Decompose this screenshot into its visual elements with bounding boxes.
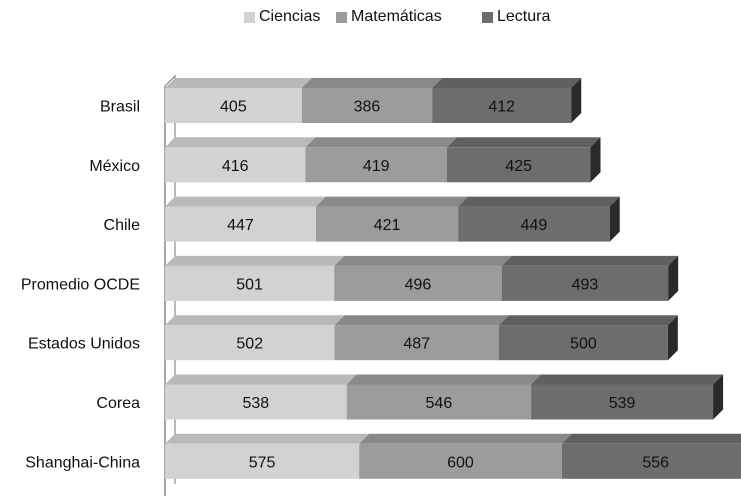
bar-segment [165, 88, 302, 123]
bar-top-face [165, 315, 345, 326]
bar-segment [359, 443, 562, 479]
data-label: 493 [572, 276, 599, 293]
data-label: 405 [220, 99, 247, 116]
data-label: 496 [405, 276, 432, 293]
legend-swatch [336, 11, 347, 23]
legend-label: Matemáticas [351, 8, 442, 25]
bar-top-face [498, 315, 678, 326]
bar-top-face [165, 137, 316, 148]
data-label: 421 [374, 217, 401, 234]
bar-segment [165, 325, 335, 361]
bar-top-face [359, 433, 572, 444]
bar-segment [561, 443, 741, 479]
data-label: 500 [570, 336, 597, 353]
data-label: 600 [447, 454, 474, 471]
legend-item: Matemáticas [336, 8, 442, 26]
bar-segment [501, 265, 669, 301]
bar-segment [165, 206, 316, 242]
category-label: Chile [104, 217, 141, 234]
bar-top-face [315, 196, 469, 207]
data-label: 386 [354, 99, 381, 116]
category-label: México [89, 158, 140, 175]
bar-top-face [531, 374, 724, 385]
bar-segment [305, 147, 447, 183]
bar-top-face [458, 196, 620, 207]
data-label: 501 [236, 276, 263, 293]
data-label: 425 [505, 158, 532, 175]
legend-label: Lectura [497, 8, 551, 25]
bar-top-face [305, 137, 457, 148]
bar-top-face [501, 255, 679, 266]
bar-top-face [334, 315, 509, 326]
bar-side-face [571, 78, 582, 123]
bar-side-face [668, 255, 679, 301]
data-label: 449 [521, 217, 548, 234]
bar-top-face [165, 255, 345, 266]
bar-top-face [165, 78, 312, 88]
bar-top-face [432, 78, 582, 88]
bar-top-face [165, 433, 370, 444]
legend-item: Lectura [482, 8, 550, 26]
bar-segment [315, 206, 459, 242]
legend-item: Ciencias [244, 8, 320, 26]
legend-label: Ciencias [259, 8, 321, 25]
bar-segment [165, 265, 335, 301]
bar-segment [346, 384, 532, 420]
bar-segment [165, 147, 306, 183]
bar-segment [432, 88, 572, 123]
data-label: 447 [227, 217, 254, 234]
data-label: 412 [488, 99, 515, 116]
bar-top-face [446, 137, 601, 148]
data-label: 419 [363, 158, 390, 175]
bar-segment [334, 325, 499, 361]
bar-segment [498, 325, 668, 361]
bar-top-face [165, 374, 357, 385]
data-label: 502 [236, 336, 263, 353]
category-label: Estados Unidos [28, 336, 140, 353]
category-label: Promedio OCDE [21, 276, 140, 293]
bar-top-face [561, 433, 741, 444]
bar-side-face [590, 137, 601, 183]
bar-segment [301, 88, 433, 123]
category-label: Corea [96, 395, 140, 412]
data-label: 546 [426, 395, 453, 412]
bar-segment [458, 206, 610, 242]
data-label: 416 [222, 158, 249, 175]
bar-segment [446, 147, 591, 183]
data-label: 556 [642, 454, 669, 471]
bar-top-face [334, 255, 512, 266]
bar-segment [165, 443, 360, 479]
bar-side-face [667, 315, 678, 361]
legend-swatch [244, 11, 255, 23]
data-label: 575 [249, 454, 276, 471]
bar-top-face [301, 78, 443, 88]
bar-top-face [165, 196, 326, 207]
data-label: 539 [609, 395, 636, 412]
bar-segment [531, 384, 714, 420]
bar-top-face [346, 374, 542, 385]
data-label: 538 [242, 395, 269, 412]
category-label: Shanghai-China [25, 454, 140, 471]
legend-swatch [482, 11, 493, 23]
bar-segment [334, 265, 502, 301]
bar-side-face [713, 374, 724, 420]
bar-segment [165, 384, 347, 420]
bar-side-face [609, 196, 620, 242]
data-label: 487 [403, 336, 430, 353]
category-label: Brasil [100, 99, 140, 116]
